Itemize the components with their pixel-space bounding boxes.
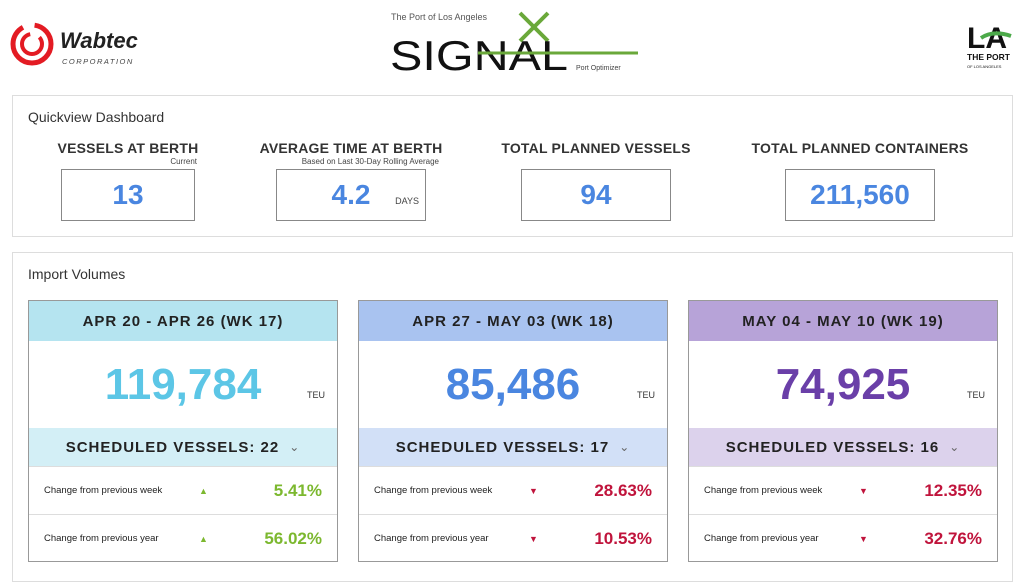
kpi-total-planned-containers: TOTAL PLANNED CONTAINERS 211,560: [733, 140, 987, 221]
quickview-title: Quickview Dashboard: [28, 109, 165, 125]
kpi-value: 94: [580, 179, 612, 210]
scheduled-vessels-toggle[interactable]: SCHEDULED VESSELS: 16 ⌄: [689, 428, 997, 466]
change-value: 32.76%: [924, 528, 982, 548]
teu-value: 119,784: [104, 359, 262, 409]
week-header: APR 27 - MAY 03 (WK 18): [359, 301, 667, 341]
change-value: 5.41%: [273, 480, 322, 500]
signal-powered: Port Optimizer: [576, 65, 621, 72]
kpi-unit: DAYS: [395, 196, 419, 206]
wabtec-sub: CORPORATION: [62, 57, 134, 66]
kpi-sub: [733, 157, 987, 167]
signal-logo: The Port of Los Angeles SIGNAL Port Opti…: [390, 10, 642, 79]
kpi-value: 13: [112, 179, 144, 210]
chevron-down-icon: ⌄: [949, 440, 961, 454]
scheduled-vessels-label: SCHEDULED VESSELS: 16: [725, 438, 940, 456]
teu-value: 85,486: [445, 359, 581, 409]
change-label: Change from previous year: [374, 533, 489, 544]
change-value: 10.53%: [594, 528, 652, 548]
change-label: Change from previous week: [704, 485, 823, 496]
change-row: Change from previous week ▼ 12.35%: [689, 466, 997, 514]
kpi-value: 211,560: [810, 179, 910, 210]
kpi-label: AVERAGE TIME AT BERTH: [259, 140, 443, 156]
kpi-label: VESSELS AT BERTH: [57, 140, 199, 156]
change-row: Change from previous year ▲ 56.02%: [29, 514, 337, 562]
import-volumes-panel: Import Volumes APR 20 - APR 26 (WK 17) 1…: [12, 252, 1013, 582]
signal-top: The Port of Los Angeles: [391, 12, 488, 22]
week-card: APR 27 - MAY 03 (WK 18) 85,486 TEU SCHEDU…: [358, 300, 668, 562]
wabtec-text: Wabtec: [60, 28, 138, 53]
triangle-down-icon: ▼: [859, 533, 868, 544]
week-card: MAY 04 - MAY 10 (WK 19) 74,925 TEU SCHEDU…: [688, 300, 998, 562]
week-header: MAY 04 - MAY 10 (WK 19): [689, 301, 997, 341]
kpi-average-time-at-berth: AVERAGE TIME AT BERTH Based on Last 30-D…: [249, 140, 453, 221]
change-row: Change from previous year ▼ 10.53%: [359, 514, 667, 562]
teu-unit: TEU: [307, 390, 325, 400]
la-sub: THE PORT: [967, 52, 1011, 62]
port-of-la-logo: LA THE PORT OF LOS ANGELES: [965, 18, 1015, 70]
change-label: Change from previous year: [704, 533, 819, 544]
kpi-sub: Based on Last 30-Day Rolling Average: [301, 157, 439, 166]
scheduled-vessels-toggle[interactable]: SCHEDULED VESSELS: 22 ⌄: [29, 428, 337, 466]
teu-unit: TEU: [637, 390, 655, 400]
change-label: Change from previous week: [44, 485, 163, 496]
kpi-vessels-at-berth: VESSELS AT BERTH Current 13: [43, 140, 213, 221]
scheduled-vessels-toggle[interactable]: SCHEDULED VESSELS: 17 ⌄: [359, 428, 667, 466]
change-label: Change from previous week: [374, 485, 493, 496]
week-card: APR 20 - APR 26 (WK 17) 119,784 TEU SCHED…: [28, 300, 338, 562]
teu-unit: TEU: [967, 390, 985, 400]
kpi-sub: [489, 157, 703, 167]
change-row: Change from previous week ▼ 28.63%: [359, 466, 667, 514]
kpi-label: TOTAL PLANNED VESSELS: [501, 140, 691, 156]
kpi-sub: Current: [170, 157, 197, 166]
triangle-up-icon: ▲: [199, 485, 208, 496]
week-header: APR 20 - APR 26 (WK 17): [29, 301, 337, 341]
la-text: LA: [967, 22, 1007, 55]
change-value: 56.02%: [264, 528, 322, 548]
kpi-label: TOTAL PLANNED CONTAINERS: [751, 140, 969, 156]
quickview-panel: Quickview Dashboard VESSELS AT BERTH Cur…: [12, 95, 1013, 237]
signal-text: SIGNAL: [390, 32, 568, 78]
teu-value: 74,925: [775, 359, 911, 409]
change-row: Change from previous year ▼ 32.76%: [689, 514, 997, 562]
chevron-down-icon: ⌄: [289, 440, 301, 454]
change-row: Change from previous week ▲ 5.41%: [29, 466, 337, 514]
import-volumes-title: Import Volumes: [28, 266, 126, 282]
triangle-down-icon: ▼: [859, 485, 868, 496]
change-value: 28.63%: [594, 480, 652, 500]
scheduled-vessels-label: SCHEDULED VESSELS: 22: [65, 438, 280, 456]
chevron-down-icon: ⌄: [619, 440, 631, 454]
triangle-down-icon: ▼: [529, 533, 538, 544]
triangle-up-icon: ▲: [199, 533, 208, 544]
la-sub2: OF LOS ANGELES: [967, 64, 1002, 69]
change-value: 12.35%: [924, 480, 982, 500]
kpi-value: 4.2: [331, 179, 371, 210]
wabtec-logo: Wabtec CORPORATION: [10, 20, 160, 68]
scheduled-vessels-label: SCHEDULED VESSELS: 17: [395, 438, 610, 456]
triangle-down-icon: ▼: [529, 485, 538, 496]
change-label: Change from previous year: [44, 533, 159, 544]
kpi-total-planned-vessels: TOTAL PLANNED VESSELS 94: [489, 140, 703, 221]
